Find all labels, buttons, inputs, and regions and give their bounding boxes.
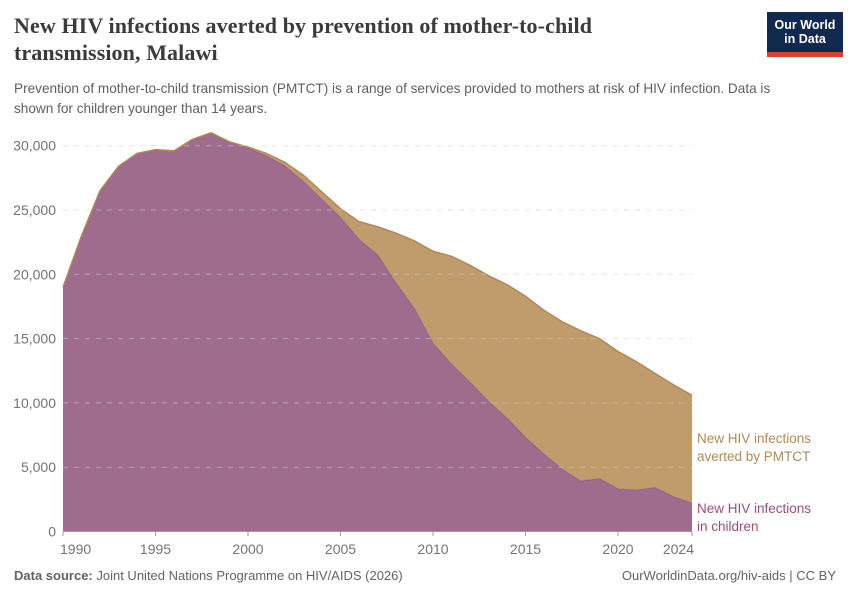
y-tick-label-5000: 5,000 [21,459,56,475]
x-tick-label-2000: 2000 [232,541,263,557]
owid-logo-box: Our World in Data [767,12,843,52]
series-label-averted-by-pmtct: New HIV infections averted by PMTCT [697,431,812,464]
x-tick-label-2015: 2015 [510,541,541,557]
area-new-hiv-infections-averted-by-pmtct [63,132,692,504]
data-source-note: Data source: Joint United Nations Progra… [14,568,403,583]
chart-footer: Data source: Joint United Nations Progra… [14,568,836,583]
owid-logo[interactable]: Our World in Data [767,12,843,57]
x-tick-label-2010: 2010 [417,541,448,557]
data-source-value: Joint United Nations Programme on HIV/AI… [92,568,403,583]
series-label-infections-in-children: New HIV infections in children [697,501,812,534]
x-tick-label-2005: 2005 [325,541,356,557]
chart-title: New HIV infections averted by prevention… [14,13,593,65]
owid-logo-line2: in Data [784,32,826,46]
y-tick-label-30000: 30,000 [13,138,56,154]
x-tick-label-2020: 2020 [602,541,633,557]
y-tick-label-0: 0 [48,524,56,540]
data-source-label: Data source: [14,568,93,583]
x-tick-label-1995: 1995 [140,541,171,557]
edge-line-averted [62,132,693,396]
y-tick-label-25000: 25,000 [13,202,56,218]
y-tick-label-15000: 15,000 [13,331,56,347]
area-new-hiv-infections-in-children [63,132,692,532]
x-tick-label-2024: 2024 [663,541,694,557]
y-tick-label-20000: 20,000 [13,266,56,282]
owid-logo-accent-bar [767,52,843,57]
owid-logo-line1: Our World [774,17,836,32]
y-tick-label-10000: 10,000 [13,395,56,411]
owid-url-license[interactable]: OurWorldinData.org/hiv-aids | CC BY [621,568,836,583]
chart-subtitle: Prevention of mother-to-child transmissi… [14,81,771,116]
x-tick-label-1990: 1990 [60,541,91,557]
